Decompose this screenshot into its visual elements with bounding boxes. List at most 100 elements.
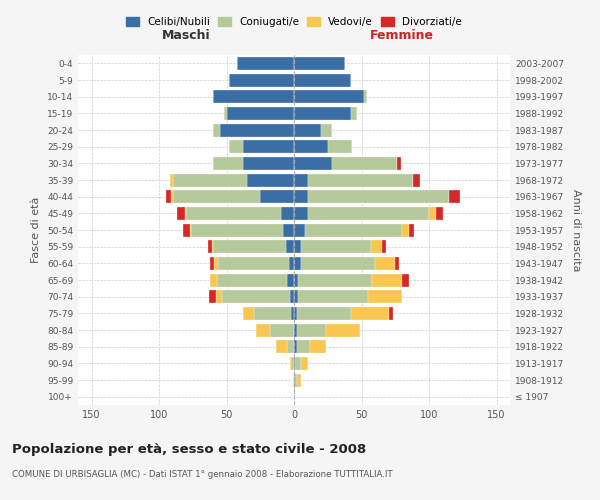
Bar [294,224,305,236]
Bar [332,157,397,170]
Text: COMUNE DI URBISAGLIA (MC) - Dati ISTAT 1° gennaio 2008 - Elaborazione TUTTITALIA: COMUNE DI URBISAGLIA (MC) - Dati ISTAT 1… [12,470,392,479]
Bar [294,157,332,170]
Bar [238,57,294,70]
Bar [375,257,395,270]
Bar [191,224,283,236]
Bar [254,307,292,320]
Bar [364,90,367,103]
Bar [294,124,321,136]
Bar [350,107,358,120]
Bar [402,224,409,236]
Bar [186,207,281,220]
Bar [382,240,386,253]
Bar [350,307,389,320]
Bar [213,157,242,170]
Y-axis label: Anni di nascita: Anni di nascita [571,188,581,271]
Bar [213,90,294,103]
Bar [171,190,173,203]
Bar [229,74,294,86]
Bar [294,207,308,220]
Bar [296,324,326,336]
Bar [242,307,254,320]
Bar [223,290,290,303]
Bar [308,207,429,220]
Bar [292,307,294,320]
Bar [294,374,296,386]
Bar [310,340,326,353]
Bar [217,274,287,286]
Bar [294,257,301,270]
Bar [413,174,419,186]
Bar [294,74,350,86]
Bar [216,290,223,303]
Bar [213,124,220,136]
Bar [301,257,375,270]
Bar [176,207,185,220]
Bar [409,224,414,236]
Bar [436,207,443,220]
Bar [185,207,186,220]
Bar [296,307,350,320]
Bar [294,290,298,303]
Bar [295,357,301,370]
Bar [308,190,449,203]
Bar [294,107,350,120]
Bar [296,374,301,386]
Text: Femmine: Femmine [370,28,434,42]
Bar [296,340,310,353]
Text: Popolazione per età, sesso e stato civile - 2008: Popolazione per età, sesso e stato civil… [12,442,366,456]
Bar [283,224,294,236]
Bar [292,357,294,370]
Bar [242,140,294,153]
Text: Maschi: Maschi [161,28,211,42]
Bar [326,324,360,336]
Bar [294,274,298,286]
Bar [372,274,402,286]
Bar [270,324,294,336]
Bar [260,190,294,203]
Bar [294,340,296,353]
Bar [220,124,294,136]
Bar [429,207,436,220]
Bar [212,240,213,253]
Bar [321,124,332,136]
Bar [286,240,294,253]
Bar [287,274,294,286]
Bar [397,157,401,170]
Bar [287,340,294,353]
Bar [208,240,212,253]
Bar [290,290,294,303]
Bar [294,174,308,186]
Bar [209,290,216,303]
Bar [277,340,287,353]
Bar [170,174,173,186]
Bar [294,357,295,370]
Bar [402,274,409,286]
Bar [294,140,328,153]
Bar [256,324,270,336]
Bar [301,240,371,253]
Bar [173,190,260,203]
Legend: Celibi/Nubili, Coniugati/e, Vedovi/e, Divorziati/e: Celibi/Nubili, Coniugati/e, Vedovi/e, Di… [122,12,466,32]
Bar [218,257,289,270]
Bar [294,307,296,320]
Bar [190,224,191,236]
Bar [294,190,308,203]
Bar [449,190,460,203]
Bar [247,174,294,186]
Bar [395,257,400,270]
Y-axis label: Fasce di età: Fasce di età [31,197,41,263]
Bar [184,224,190,236]
Bar [294,90,364,103]
Bar [166,190,171,203]
Bar [281,207,294,220]
Bar [213,240,286,253]
Bar [371,240,382,253]
Bar [301,357,308,370]
Bar [294,324,296,336]
Bar [298,290,368,303]
Bar [308,174,413,186]
Bar [298,274,372,286]
Bar [227,107,294,120]
Bar [294,240,301,253]
